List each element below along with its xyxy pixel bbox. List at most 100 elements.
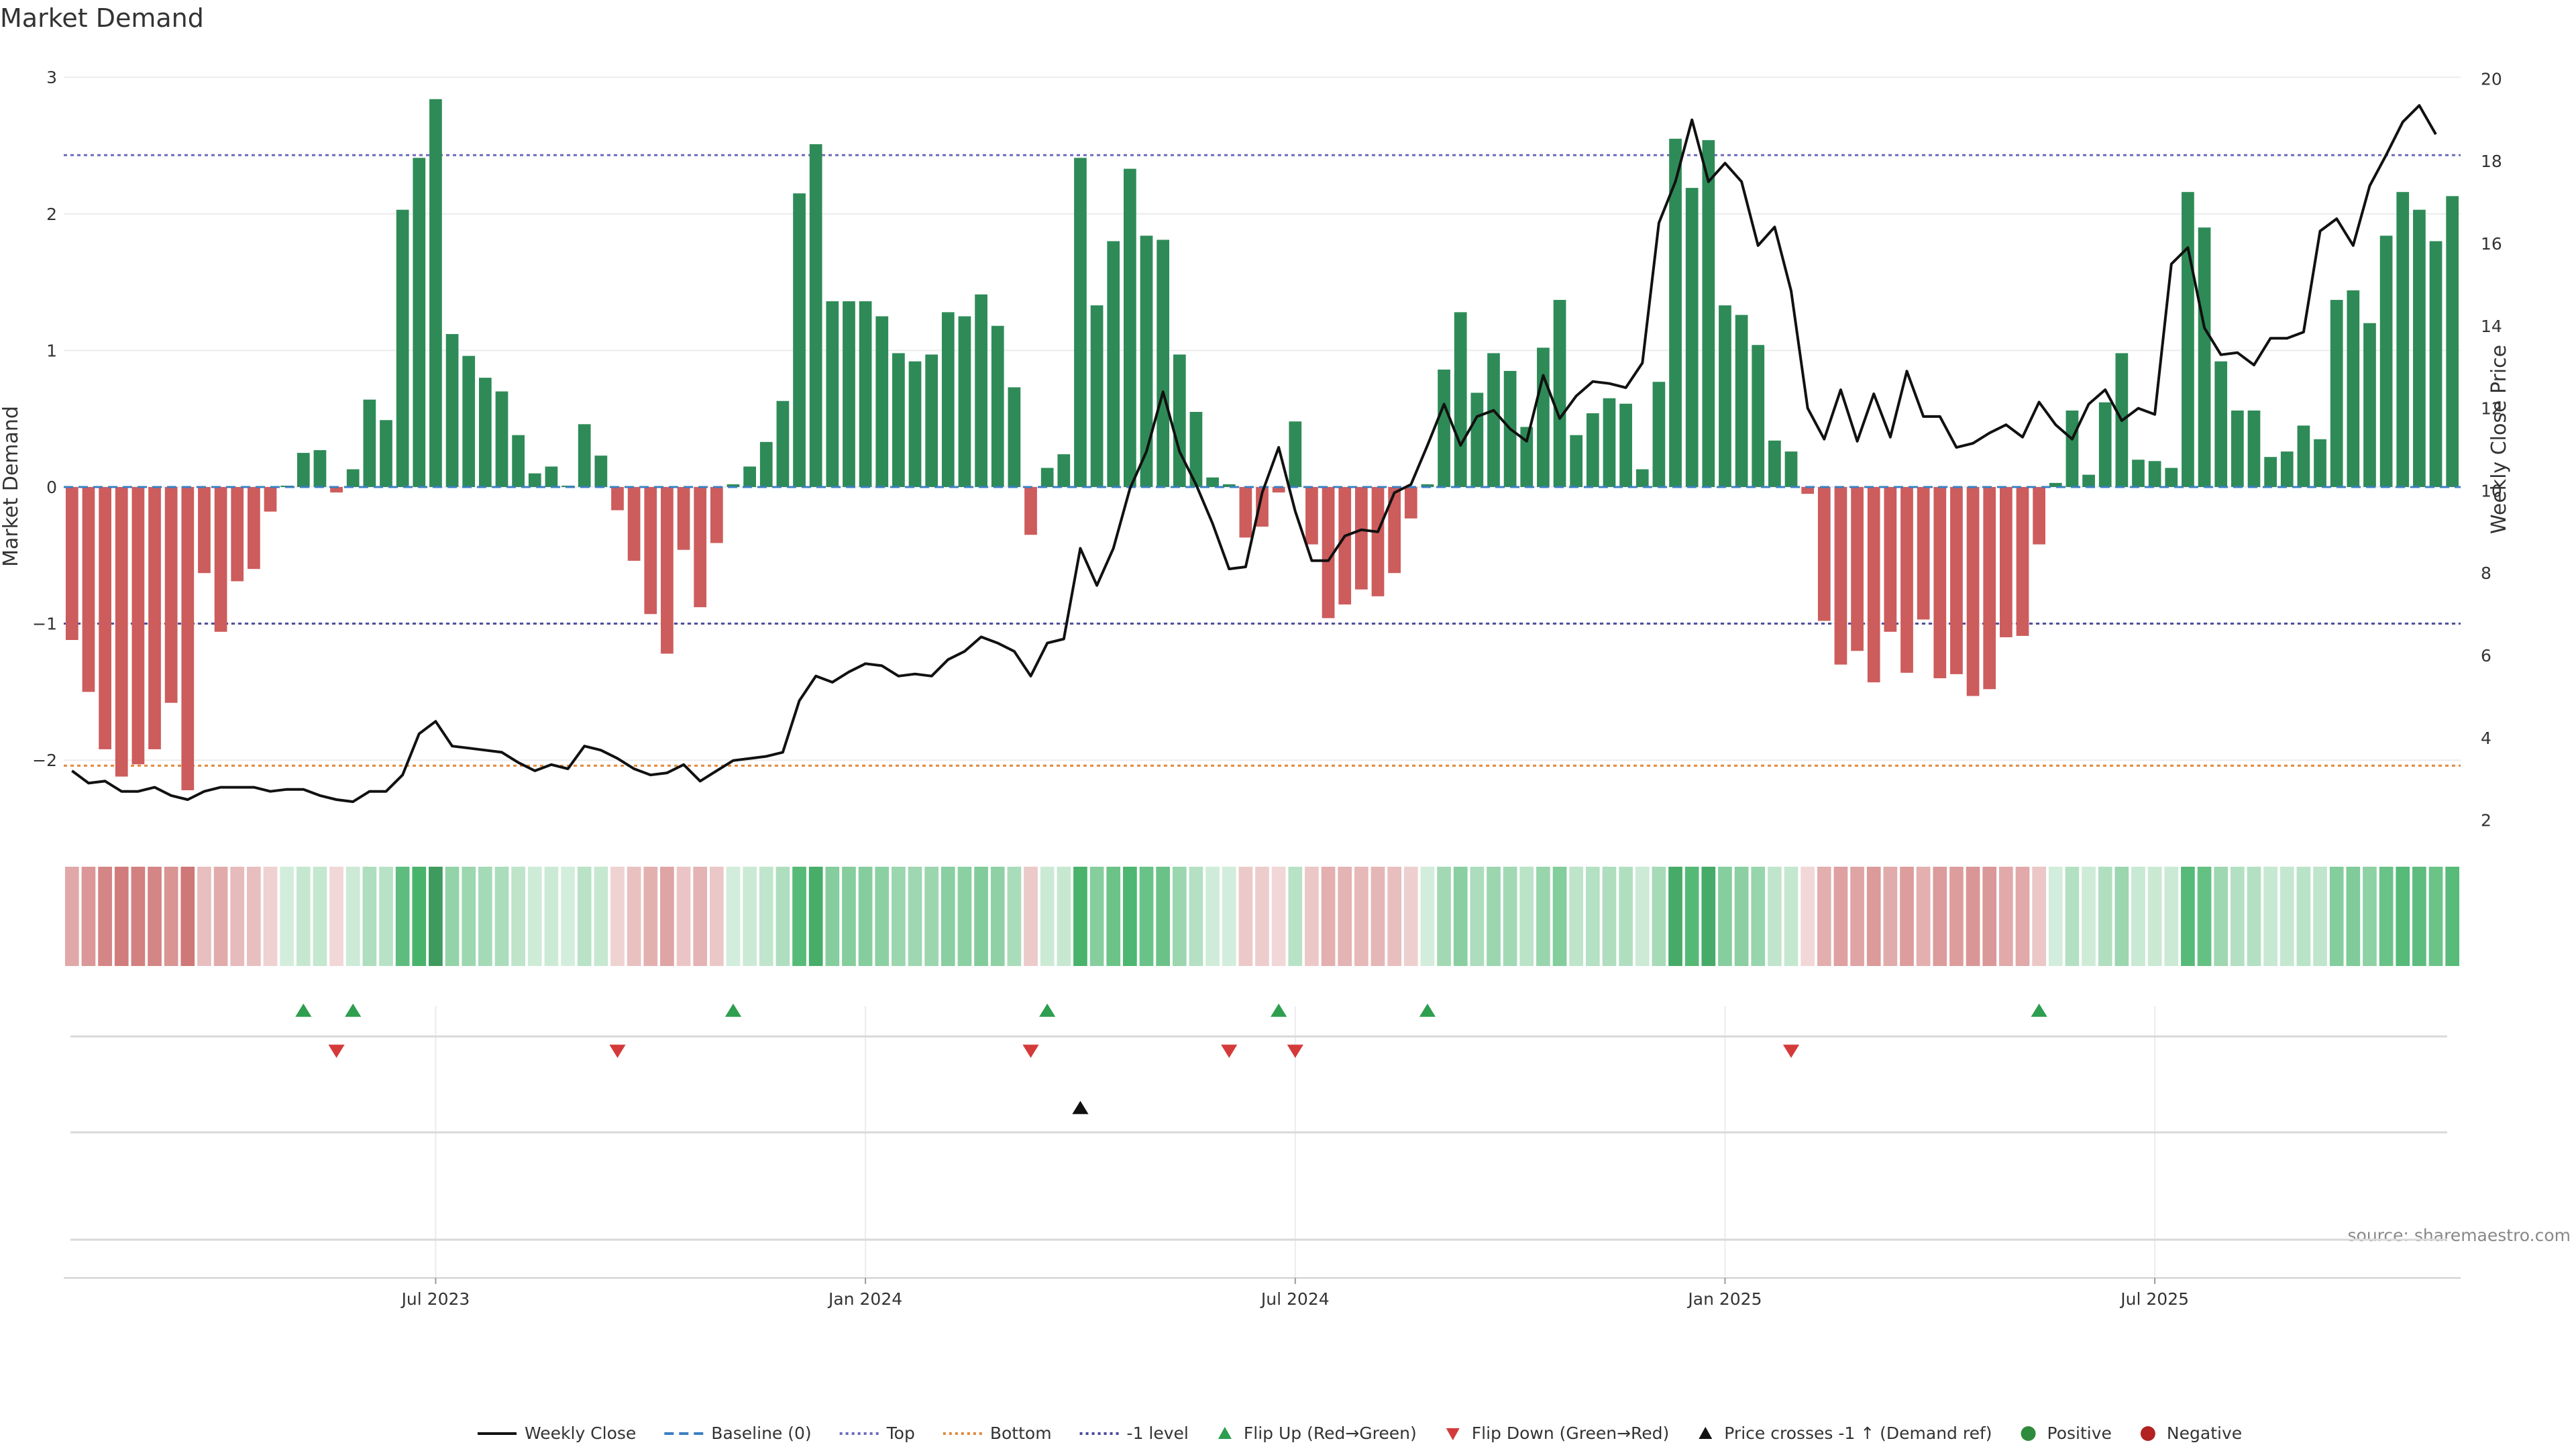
- heat-cell: [1850, 867, 1864, 966]
- demand-bar: [2165, 468, 2178, 487]
- demand-bar: [1983, 486, 1996, 690]
- heat-cell: [2445, 867, 2460, 966]
- demand-bar: [313, 450, 327, 487]
- heat-cell: [1305, 867, 1319, 966]
- demand-bar: [1635, 469, 1649, 487]
- demand-bar: [908, 361, 922, 487]
- demand-bar: [1322, 486, 1335, 619]
- flip-down-marker: [1287, 1044, 1303, 1058]
- heat-cell: [296, 867, 311, 966]
- demand-bar: [1487, 353, 1500, 487]
- x-tick-label: Jan 2025: [1686, 1289, 1762, 1309]
- heat-cell: [511, 867, 525, 966]
- demand-bar: [478, 378, 492, 487]
- demand-bar: [1553, 300, 1566, 487]
- y2-axis-title: Weekly Close Price: [2487, 345, 2511, 534]
- heat-cell: [957, 867, 972, 966]
- demand-bar: [1685, 188, 1699, 487]
- x-tick-label: Jul 2025: [2119, 1289, 2189, 1309]
- heat-cell: [1916, 867, 1931, 966]
- heat-cell: [345, 867, 360, 966]
- x-tick-label: Jan 2024: [827, 1289, 902, 1309]
- demand-bar: [2429, 241, 2443, 487]
- demand-bar: [2098, 402, 2112, 487]
- demand-bar: [1834, 486, 1847, 665]
- demand-bar: [2314, 439, 2326, 487]
- heat-cell: [1073, 867, 1087, 966]
- heat-cell: [1139, 867, 1154, 966]
- weekly-close-line-group: [71, 104, 2437, 804]
- chart-title: Market Demand: [0, 3, 204, 33]
- heat-cell: [1701, 867, 1716, 966]
- y2-tick-label: 10: [2481, 481, 2502, 500]
- heat-cell: [1470, 867, 1485, 966]
- legend-item: Negative: [2140, 1424, 2242, 1443]
- demand-bar: [1024, 486, 1037, 535]
- demand-bar: [1735, 315, 1748, 487]
- demand-bar: [991, 325, 1004, 487]
- demand-bar: [1719, 305, 1731, 487]
- heat-cell: [1866, 867, 1881, 966]
- heat-cell: [875, 867, 890, 966]
- demand-bar: [264, 486, 277, 512]
- heat-cell: [1536, 867, 1550, 966]
- heat-cell: [1089, 867, 1104, 966]
- heat-cell: [974, 867, 988, 966]
- demand-bar: [1189, 412, 1203, 487]
- heat-cell: [2428, 867, 2443, 966]
- heat-cell: [561, 867, 575, 966]
- y-tick-label: 1: [46, 341, 57, 360]
- heat-cell: [379, 867, 393, 966]
- legend-swatch: [2140, 1426, 2155, 1441]
- demand-bars: [64, 99, 2461, 790]
- heat-cell: [2032, 867, 2046, 966]
- heat-cell: [2412, 867, 2426, 966]
- flip-down-marker: [1221, 1044, 1238, 1058]
- demand-bar: [1884, 486, 1897, 632]
- heat-cell: [990, 867, 1005, 966]
- y2-tick-label: 14: [2481, 317, 2502, 336]
- legend-item: Positive: [2021, 1424, 2112, 1443]
- demand-bar: [65, 486, 78, 641]
- demand-bar: [2033, 486, 2046, 545]
- demand-bar: [743, 466, 756, 487]
- demand-bar: [297, 453, 310, 487]
- heat-cell: [280, 867, 294, 966]
- demand-bar: [611, 486, 624, 511]
- heat-cell: [1437, 867, 1451, 966]
- demand-bar: [1570, 435, 1583, 487]
- demand-bar: [1008, 387, 1021, 487]
- legend-item: Flip Up (Red→Green): [1218, 1424, 1417, 1443]
- demand-bar: [248, 486, 260, 570]
- demand-bar: [214, 486, 227, 632]
- demand-bar: [1305, 486, 1318, 545]
- heat-cell: [1883, 867, 1898, 966]
- heat-cell: [1156, 867, 1171, 966]
- demand-bar: [429, 99, 442, 487]
- heat-cell: [924, 867, 939, 966]
- heat-cell: [1619, 867, 1633, 966]
- heat-cell: [114, 867, 129, 966]
- demand-bar: [1603, 398, 1616, 487]
- heat-cell: [1833, 867, 1848, 966]
- demand-bar: [1652, 382, 1666, 487]
- heat-cell: [1222, 867, 1236, 966]
- y-tick-label: −1: [32, 614, 57, 634]
- demand-bar: [330, 486, 343, 493]
- heat-cell: [544, 867, 559, 966]
- heat-cell: [1453, 867, 1468, 966]
- heat-cell: [1949, 867, 1964, 966]
- demand-bar: [363, 399, 376, 487]
- heat-cell: [2098, 867, 2112, 966]
- heat-cell: [2065, 867, 2080, 966]
- heat-cell: [131, 867, 146, 966]
- demand-bar: [2297, 425, 2310, 487]
- demand-bar: [1040, 468, 1054, 487]
- legend-swatch: [1218, 1427, 1232, 1439]
- y2-tick-label: 6: [2481, 646, 2491, 665]
- demand-bar: [380, 420, 392, 487]
- flip-down-marker: [328, 1044, 345, 1058]
- flip-up-marker: [1039, 1004, 1056, 1017]
- legend-item: Baseline (0): [664, 1424, 812, 1443]
- heat-cell: [313, 867, 327, 966]
